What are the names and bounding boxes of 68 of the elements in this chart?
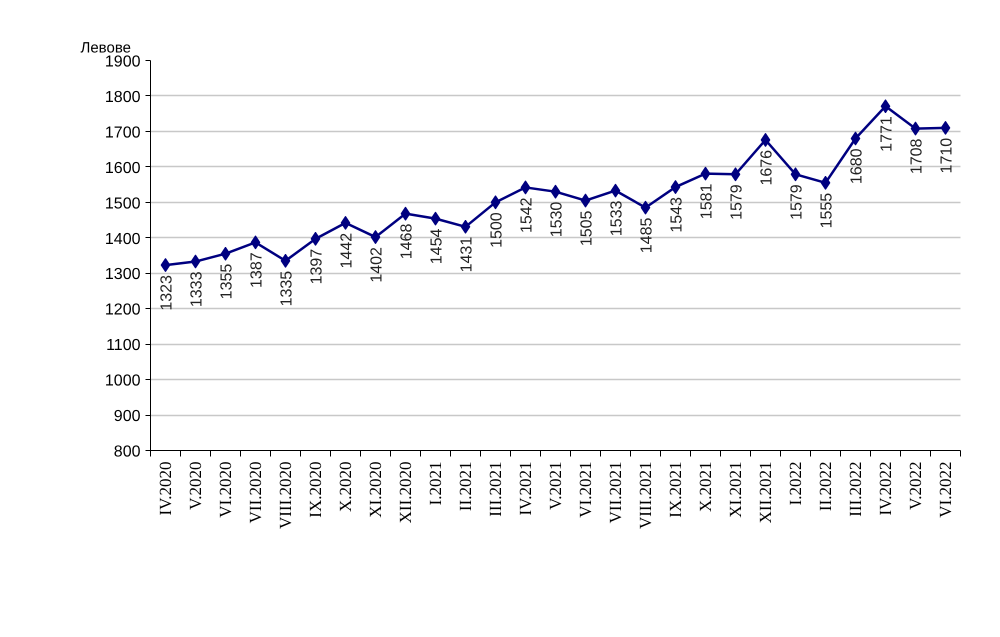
x-tick-label: IX.2020: [306, 461, 325, 518]
y-tick-label: 1900: [104, 54, 141, 70]
x-tick-label: VIII.2020: [276, 461, 295, 530]
x-tick-label: XII.2021: [756, 461, 775, 524]
data-label: 1468: [398, 224, 416, 260]
point: [850, 132, 860, 146]
x-tick-label: VIII.2021: [636, 461, 655, 530]
x-tick-label: XII.2020: [396, 461, 415, 524]
data-label: 1387: [248, 252, 266, 288]
y-axis-title: Левове: [80, 40, 131, 56]
x-tick-label: III.2021: [486, 462, 505, 517]
data-label: 1485: [638, 218, 656, 254]
data-label: 1505: [578, 210, 596, 246]
y-tick-label: 1100: [106, 337, 141, 354]
y-tick-label: 1200: [104, 302, 141, 319]
data-label: 1431: [458, 236, 476, 272]
y-tick-label: 1600: [104, 160, 141, 177]
data-label: 1680: [848, 148, 866, 184]
x-tick-label: II.2022: [816, 461, 835, 512]
y-tick-label: 1400: [104, 230, 141, 248]
data-label: 1710: [938, 138, 956, 174]
y-tick-label: 1500: [104, 195, 141, 212]
x-tick-label: IV.2020: [156, 461, 175, 516]
x-tick-label: V.2022: [906, 461, 925, 510]
x-tick-label: IV.2021: [516, 461, 535, 516]
y-tick-label: 1800: [104, 88, 141, 106]
x-tick-label: VII.2021: [606, 461, 625, 524]
data-label: 1579: [728, 184, 746, 220]
x-tick-label: I.2021: [426, 461, 445, 506]
x-tick-label: XI.2021: [726, 461, 745, 518]
y-tick-label: 1700: [104, 124, 141, 142]
x-tick-label: II.2021: [456, 461, 475, 512]
data-label: 1397: [308, 248, 326, 284]
data-label: 1355: [218, 264, 236, 300]
x-tick-label: VI.2020: [216, 461, 235, 518]
x-tick-label: XI.2020: [366, 461, 385, 518]
data-label: 1454: [428, 228, 446, 264]
data-label: 1402: [368, 246, 386, 283]
y-tick-label: 1000: [104, 372, 141, 390]
x-tick-label: VI.2021: [576, 461, 595, 518]
x-tick-label: X.2021: [696, 461, 715, 512]
data-label: 1708: [908, 138, 926, 174]
data-label: 1335: [278, 270, 296, 306]
x-tick-label: IV.2022: [876, 461, 895, 516]
data-label: 1543: [668, 196, 686, 233]
data-label: 1333: [188, 271, 206, 308]
x-tick-label: VI.2022: [936, 461, 955, 518]
data-label: 1530: [548, 202, 566, 238]
data-label: 1579: [788, 184, 806, 220]
data-label: 1676: [758, 150, 776, 186]
data-label: 1771: [878, 116, 896, 152]
x-tick-label: I.2022: [786, 461, 805, 506]
x-tick-label: IX.2021: [666, 461, 685, 518]
data-label: 1500: [488, 212, 506, 248]
x-tick-label: V.2020: [186, 461, 205, 510]
x-tick-label: X.2020: [336, 461, 355, 512]
y-tick-label: 1300: [104, 266, 141, 284]
y-tick-label: 900: [114, 408, 141, 426]
x-tick-label: III.2022: [846, 462, 865, 517]
data-label: 1323: [158, 274, 176, 311]
data-label: 1442: [338, 232, 356, 268]
data-label: 1542: [518, 197, 536, 234]
y-tick-label: 800: [114, 444, 141, 460]
data-label: 1533: [608, 200, 626, 236]
x-tick-label: V.2021: [546, 461, 565, 510]
data-label: 1555: [818, 192, 836, 228]
x-tick-label: VII.2020: [246, 461, 265, 524]
data-label: 1581: [698, 184, 716, 220]
